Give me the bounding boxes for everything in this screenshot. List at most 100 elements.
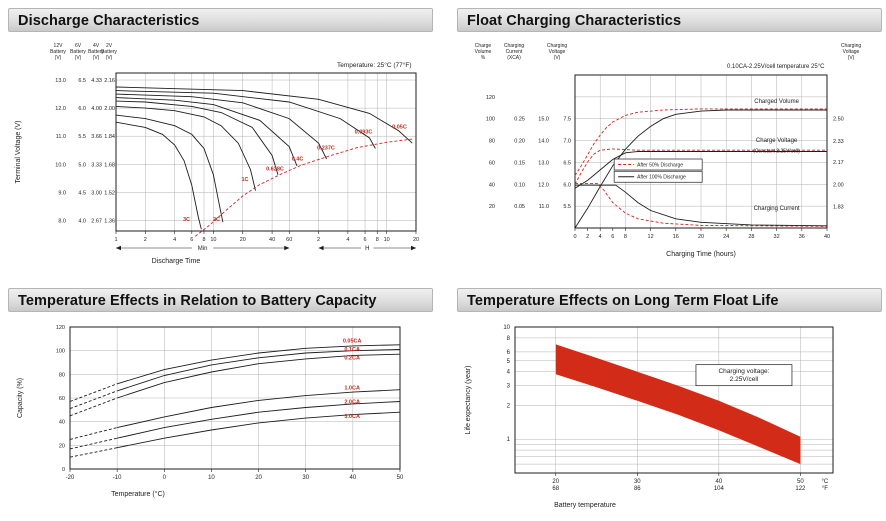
svg-text:40: 40 (824, 234, 830, 240)
section-title-bar: Temperature Effects on Long Term Float L… (457, 288, 882, 312)
svg-text:12V: 12V (54, 43, 64, 49)
svg-text:20: 20 (255, 475, 262, 481)
svg-text:3: 3 (507, 384, 511, 390)
svg-text:10: 10 (384, 237, 390, 243)
svg-text:2V: 2V (106, 43, 113, 49)
svg-text:1.83: 1.83 (833, 205, 844, 211)
svg-text:10: 10 (503, 325, 510, 331)
svg-text:Battery: Battery (101, 49, 117, 55)
svg-text:Battery: Battery (70, 49, 86, 55)
svg-text:Charged Volume: Charged Volume (754, 99, 799, 105)
svg-text:0.05: 0.05 (514, 204, 525, 210)
svg-text:0.1CA: 0.1CA (344, 347, 360, 353)
svg-text:Volume: Volume (475, 49, 492, 55)
svg-text:10: 10 (208, 475, 215, 481)
svg-text:6.0: 6.0 (78, 106, 86, 112)
svg-text:30: 30 (302, 475, 309, 481)
svg-text:After 50% Discharge: After 50% Discharge (637, 163, 683, 169)
svg-text:(V): (V) (93, 55, 100, 61)
svg-text:120: 120 (486, 95, 495, 101)
svg-text:Voltage: Voltage (843, 49, 860, 55)
svg-text:2.17: 2.17 (833, 160, 844, 166)
svg-text:7.5: 7.5 (563, 117, 571, 123)
svg-text:0.4C: 0.4C (292, 156, 304, 162)
svg-text:(Constant 2.25V/cell): (Constant 2.25V/cell) (753, 149, 800, 155)
svg-text:8: 8 (202, 237, 205, 243)
svg-text:4: 4 (507, 370, 511, 376)
svg-text:H: H (365, 246, 369, 252)
svg-text:(XCA): (XCA) (507, 55, 521, 61)
svg-text:(V): (V) (75, 55, 82, 61)
svg-text:20: 20 (413, 237, 419, 243)
svg-text:40: 40 (350, 475, 357, 481)
svg-text:0.10: 0.10 (514, 182, 525, 188)
section-title: Temperature Effects in Relation to Batte… (18, 293, 377, 309)
svg-text:12.0: 12.0 (538, 182, 549, 188)
svg-text:2: 2 (317, 237, 320, 243)
svg-text:100: 100 (56, 349, 65, 355)
svg-text:2.25V/cell: 2.25V/cell (730, 376, 759, 383)
svg-text:Battery: Battery (88, 49, 104, 55)
svg-text:(V): (V) (106, 55, 113, 61)
svg-text:86: 86 (634, 486, 641, 492)
svg-text:6V: 6V (75, 43, 82, 49)
svg-text:13.0: 13.0 (55, 78, 66, 84)
svg-text:2.33: 2.33 (833, 139, 844, 145)
svg-text:0.15: 0.15 (514, 160, 525, 166)
svg-text:2: 2 (144, 237, 147, 243)
svg-text:12: 12 (648, 234, 654, 240)
svg-text:20: 20 (489, 204, 495, 210)
svg-text:(V): (V) (554, 55, 561, 61)
svg-text:Battery: Battery (50, 49, 66, 55)
svg-text:5.5: 5.5 (563, 204, 571, 210)
svg-text:Voltage: Voltage (549, 49, 566, 55)
svg-text:Charging Time (hours): Charging Time (hours) (666, 251, 736, 258)
svg-text:4: 4 (173, 237, 176, 243)
svg-text:1.84: 1.84 (104, 134, 115, 140)
svg-text:5.0: 5.0 (78, 162, 86, 168)
svg-text:2.0CA: 2.0CA (344, 400, 360, 406)
svg-text:4.0: 4.0 (78, 218, 86, 224)
svg-text:-10: -10 (113, 475, 122, 481)
svg-text:20: 20 (698, 234, 704, 240)
svg-text:6.5: 6.5 (563, 160, 571, 166)
svg-text:Charge: Charge (475, 43, 492, 49)
svg-text:60: 60 (489, 160, 495, 166)
svg-text:20: 20 (552, 479, 559, 485)
svg-text:-20: -20 (66, 475, 75, 481)
svg-text:After 100% Discharge: After 100% Discharge (637, 175, 686, 181)
svg-text:(V): (V) (848, 55, 855, 61)
svg-text:3.33: 3.33 (91, 162, 102, 168)
svg-text:2.00: 2.00 (833, 182, 844, 188)
svg-text:Battery temperature: Battery temperature (554, 502, 616, 509)
svg-text:0: 0 (62, 467, 65, 473)
svg-text:2: 2 (586, 234, 589, 240)
svg-text:60: 60 (59, 396, 65, 402)
section-title: Temperature Effects on Long Term Float L… (467, 293, 779, 309)
svg-text:Charging: Charging (547, 43, 568, 49)
section-title: Float Charging Characteristics (467, 13, 682, 29)
section-title: Discharge Characteristics (18, 13, 200, 29)
svg-text:(V): (V) (55, 55, 62, 61)
svg-text:3.00: 3.00 (91, 190, 102, 196)
svg-text:%: % (481, 55, 486, 61)
temperature-effects-float-life-chart: 206830864010450122°C°F108654321Charging … (457, 315, 882, 515)
svg-text:4V: 4V (93, 43, 100, 49)
svg-text:8: 8 (376, 237, 379, 243)
svg-text:10: 10 (210, 237, 216, 243)
svg-text:Charge Voltage: Charge Voltage (756, 138, 798, 144)
svg-text:3.66: 3.66 (91, 134, 102, 140)
svg-text:122: 122 (795, 486, 806, 492)
svg-text:2.50: 2.50 (833, 117, 844, 123)
svg-text:1.68: 1.68 (104, 162, 115, 168)
panel-discharge-characteristics: Discharge Characteristics 1 2 4 6 8 10 20 40 60 2… (8, 8, 433, 280)
svg-text:40: 40 (489, 182, 495, 188)
svg-text:10.0: 10.0 (55, 162, 66, 168)
svg-text:5: 5 (507, 359, 511, 365)
svg-text:4: 4 (599, 234, 602, 240)
svg-text:6.5: 6.5 (78, 78, 86, 84)
svg-text:6: 6 (190, 237, 193, 243)
svg-text:Life expectancy (year): Life expectancy (year) (465, 366, 472, 435)
svg-text:0.628C: 0.628C (266, 167, 284, 173)
